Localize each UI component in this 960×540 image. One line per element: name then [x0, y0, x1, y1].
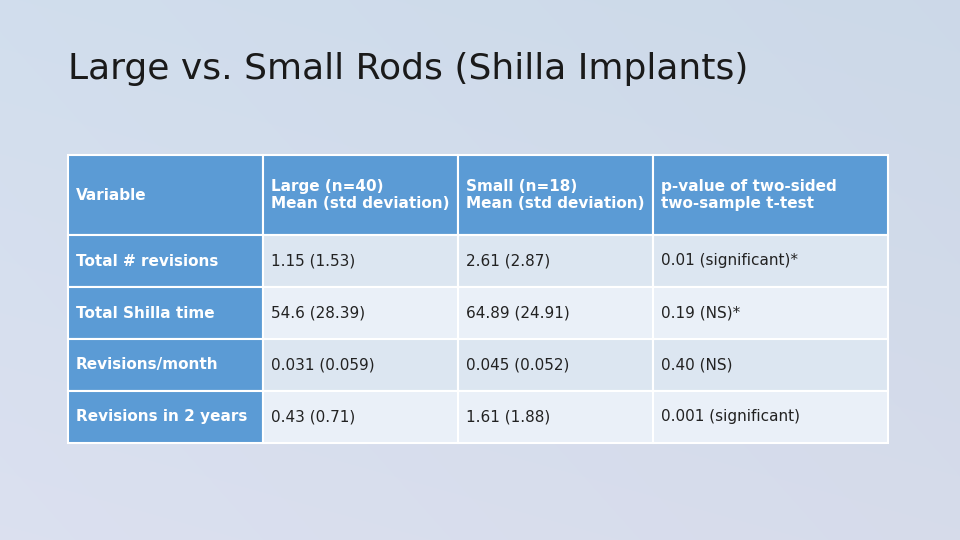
Bar [68, 391, 263, 443]
Bar [263, 155, 458, 235]
Text: Large (n=40)
Mean (std deviation): Large (n=40) Mean (std deviation) [271, 179, 449, 211]
Bar [68, 287, 263, 339]
Bar [458, 235, 653, 287]
Bar [653, 339, 888, 391]
Text: 0.40 (NS): 0.40 (NS) [661, 357, 732, 373]
Text: 0.045 (0.052): 0.045 (0.052) [466, 357, 569, 373]
Bar [263, 235, 458, 287]
Bar [68, 339, 263, 391]
Text: 0.031 (0.059): 0.031 (0.059) [271, 357, 374, 373]
Text: Large vs. Small Rods (Shilla Implants): Large vs. Small Rods (Shilla Implants) [68, 52, 749, 86]
Text: Revisions in 2 years: Revisions in 2 years [76, 409, 248, 424]
Bar [458, 287, 653, 339]
Text: 0.43 (0.71): 0.43 (0.71) [271, 409, 355, 424]
Bar [263, 287, 458, 339]
Bar [653, 155, 888, 235]
Bar [653, 391, 888, 443]
Bar [68, 155, 263, 235]
Text: 54.6 (28.39): 54.6 (28.39) [271, 306, 365, 321]
Bar [458, 391, 653, 443]
Bar [68, 235, 263, 287]
Bar [263, 391, 458, 443]
Text: 0.19 (NS)*: 0.19 (NS)* [661, 306, 740, 321]
Text: 0.01 (significant)*: 0.01 (significant)* [661, 253, 798, 268]
Text: Total Shilla time: Total Shilla time [76, 306, 215, 321]
Text: Variable: Variable [76, 187, 147, 202]
Text: 2.61 (2.87): 2.61 (2.87) [466, 253, 550, 268]
Bar [458, 339, 653, 391]
Text: Total # revisions: Total # revisions [76, 253, 218, 268]
Text: p-value of two-sided
two-sample t-test: p-value of two-sided two-sample t-test [661, 179, 837, 211]
Bar [653, 235, 888, 287]
Text: 64.89 (24.91): 64.89 (24.91) [466, 306, 569, 321]
Bar [653, 287, 888, 339]
Text: 0.001 (significant): 0.001 (significant) [661, 409, 800, 424]
Bar [263, 339, 458, 391]
Text: Small (n=18)
Mean (std deviation): Small (n=18) Mean (std deviation) [466, 179, 644, 211]
Text: 1.61 (1.88): 1.61 (1.88) [466, 409, 550, 424]
Text: Revisions/month: Revisions/month [76, 357, 219, 373]
Bar [458, 155, 653, 235]
Text: 1.15 (1.53): 1.15 (1.53) [271, 253, 355, 268]
